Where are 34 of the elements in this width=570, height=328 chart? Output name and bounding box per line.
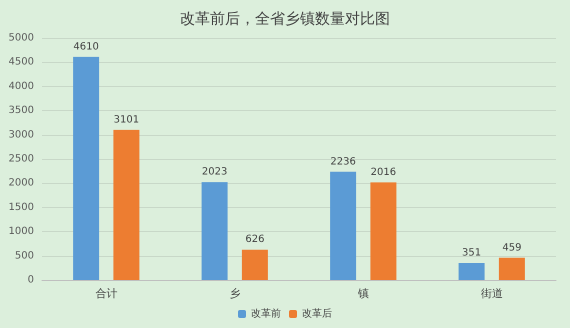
data-label: 4610	[73, 41, 99, 52]
y-tick-label: 500	[14, 250, 34, 262]
chart-title: 改革前后，全省乡镇数量对比图	[180, 10, 390, 28]
y-tick-label: 4000	[8, 80, 34, 92]
y-tick-label: 2500	[8, 154, 34, 164]
y-tick-label: 2000	[8, 178, 34, 189]
data-label: 3101	[114, 114, 140, 126]
y-tick-label: 0	[28, 274, 34, 286]
legend-label: 改革后	[302, 308, 332, 320]
data-label: 2236	[330, 156, 356, 168]
x-tick-label: 镇	[356, 287, 369, 300]
x-tick-label: 街道	[480, 287, 503, 300]
y-tick-label: 5000	[8, 32, 34, 44]
bar	[330, 172, 356, 280]
y-tick-label: 1000	[8, 226, 34, 238]
x-tick-label: 乡	[229, 287, 240, 300]
data-label: 459	[502, 242, 522, 254]
x-tick-label: 合计	[95, 287, 118, 300]
bar	[498, 258, 525, 280]
y-tick-label: 1500	[8, 202, 34, 213]
y-tick-label: 3000	[8, 129, 34, 140]
y-tick-label: 4500	[8, 56, 34, 68]
bar	[73, 56, 100, 280]
data-label: 351	[462, 248, 482, 259]
bar	[458, 263, 485, 280]
y-tick-label: 3500	[8, 105, 34, 116]
bar	[202, 182, 228, 280]
bar	[113, 130, 140, 280]
data-label: 2023	[202, 166, 228, 178]
bar	[370, 182, 396, 280]
legend-label: 改革前	[251, 308, 281, 320]
data-label: 2016	[370, 166, 396, 178]
bar	[242, 250, 268, 280]
data-label: 626	[245, 234, 264, 246]
